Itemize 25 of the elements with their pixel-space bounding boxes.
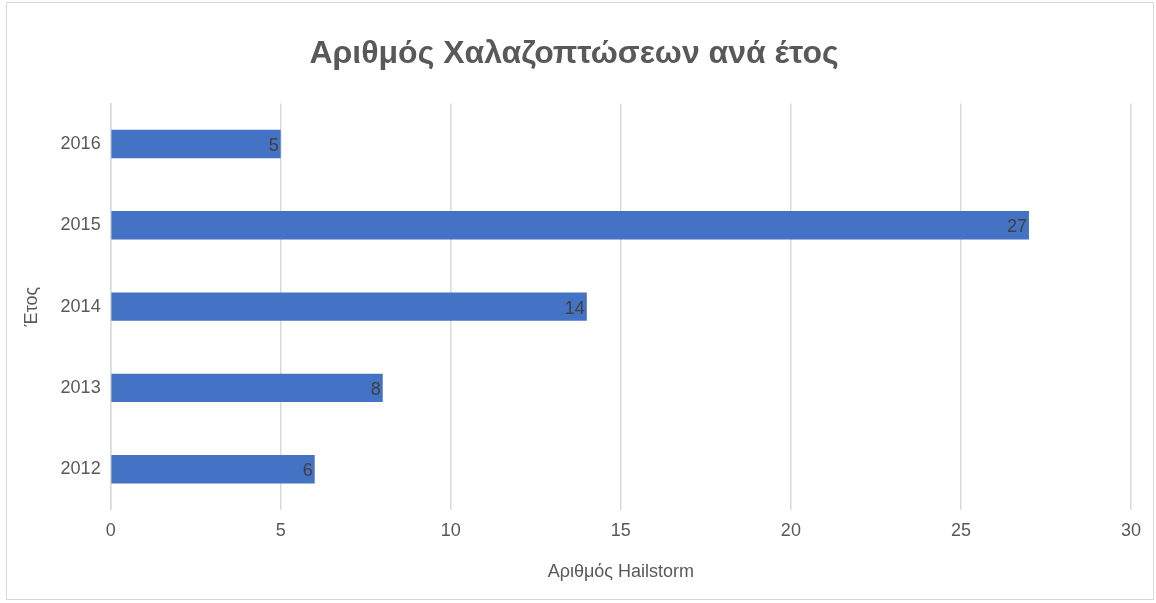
data-label: 5 xyxy=(268,135,279,156)
bar xyxy=(111,373,383,403)
x-tick-label: 0 xyxy=(105,519,116,540)
bar xyxy=(111,129,281,159)
data-label: 8 xyxy=(370,378,381,399)
x-tick-label: 20 xyxy=(780,519,801,540)
x-axis-title: Αριθμός Hailstorm xyxy=(547,561,694,582)
bar xyxy=(111,454,315,484)
x-tick-label: 30 xyxy=(1120,519,1142,540)
y-axis-title: Έτος xyxy=(20,286,41,328)
data-label: 27 xyxy=(1006,216,1027,237)
y-tick-label: 2015 xyxy=(60,214,101,235)
chart-title: Αριθμός Χαλαζοπτώσεων ανά έτος xyxy=(309,34,839,71)
y-tick-label: 2012 xyxy=(60,458,101,479)
y-tick-label: 2014 xyxy=(60,295,101,316)
x-tick-label: 5 xyxy=(275,519,286,540)
y-tick-label: 2013 xyxy=(60,376,101,397)
data-label: 14 xyxy=(564,297,585,318)
x-tick-label: 25 xyxy=(950,519,971,540)
bar xyxy=(111,292,587,321)
y-tick-label: 2016 xyxy=(60,133,101,154)
data-label: 6 xyxy=(302,460,313,481)
x-tick-label: 10 xyxy=(440,519,461,540)
x-tick-label: 15 xyxy=(610,519,631,540)
bar xyxy=(111,211,1029,240)
